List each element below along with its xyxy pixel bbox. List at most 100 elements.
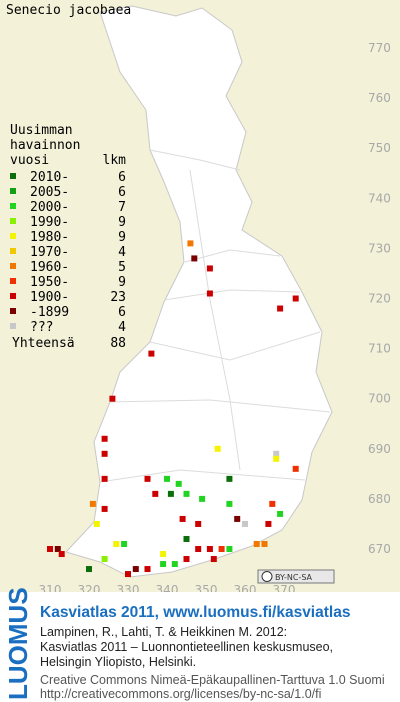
occurrence-square	[152, 490, 159, 497]
footer-heading: Kasviatlas 2011, www.luomus.fi/kasviatla…	[40, 604, 350, 621]
y-tick-label: 700	[368, 392, 391, 406]
legend-count: 9	[118, 275, 126, 290]
legend-total: 88	[110, 336, 126, 351]
legend-swatch	[10, 263, 16, 269]
occurrence-square	[261, 540, 268, 547]
occurrence-square	[187, 240, 194, 247]
legend-count: 9	[118, 230, 126, 245]
occurrence-square	[160, 551, 167, 558]
legend-swatch	[10, 233, 16, 239]
occurrence-square	[195, 546, 202, 552]
legend-header: vuosi	[10, 153, 49, 168]
occurrence-square	[269, 500, 276, 507]
legend-count: 6	[118, 170, 126, 185]
occurrence-square	[58, 551, 65, 558]
legend-label: 2005-	[30, 185, 69, 200]
legend-count: 4	[118, 245, 126, 260]
occurrence-square	[144, 475, 151, 482]
legend-count: 9	[118, 215, 126, 230]
occurrence-square	[242, 520, 248, 527]
occurrence-square	[195, 520, 202, 527]
y-tick-label: 690	[368, 442, 391, 456]
citation-line: Helsingin Yliopisto, Helsinki.	[40, 655, 196, 669]
license-line: Creative Commons Nimeä-Epäkaupallinen-Ta…	[40, 673, 385, 687]
legend-swatch	[10, 248, 16, 254]
y-tick-label: 730	[368, 241, 391, 255]
footer-background	[0, 592, 400, 702]
occurrence-square	[206, 290, 213, 297]
occurrence-square	[101, 556, 108, 563]
legend-count: 6	[118, 185, 126, 200]
occurrence-square	[89, 500, 96, 507]
y-tick-label: 710	[368, 342, 391, 356]
occurrence-square	[101, 475, 108, 482]
legend-swatch	[10, 293, 16, 299]
legend-label: 1980-	[30, 230, 69, 245]
occurrence-square	[144, 566, 151, 573]
occurrence-square	[226, 475, 233, 482]
y-tick-label: 680	[368, 492, 391, 506]
occurrence-square	[101, 450, 108, 457]
occurrence-square	[226, 546, 233, 552]
map-title: Senecio jacobaea	[6, 3, 131, 18]
occurrence-square	[132, 566, 139, 573]
legend-count: 23	[110, 290, 126, 305]
legend-swatch	[10, 203, 16, 209]
occurrence-square	[125, 571, 131, 578]
occurrence-square	[175, 480, 182, 487]
legend-label: 1950-	[30, 275, 69, 290]
legend-swatch	[10, 308, 16, 314]
occurrence-square	[54, 546, 61, 552]
legend-label: 2010-	[30, 170, 69, 185]
cc-badge-text: BY-NC-SA	[275, 573, 313, 582]
legend-count: 4	[118, 320, 126, 335]
legend-count-header: lkm	[103, 153, 127, 168]
country-outline	[65, 5, 333, 578]
occurrence-square	[101, 505, 108, 512]
occurrence-square	[191, 255, 198, 262]
legend-label: 1990-	[30, 215, 69, 230]
legend-swatch	[10, 323, 16, 329]
occurrence-square	[253, 540, 260, 547]
occurrence-square	[214, 445, 221, 452]
occurrence-square	[86, 566, 92, 573]
legend-count: 5	[118, 260, 126, 275]
citation-line: Lampinen, R., Lahti, T. & Heikkinen M. 2…	[40, 625, 287, 639]
occurrence-square	[113, 540, 120, 547]
y-tick-label: 670	[368, 542, 391, 556]
y-tick-label: 760	[368, 91, 391, 105]
occurrence-square	[277, 305, 284, 312]
legend-label: 2000-	[30, 200, 69, 215]
legend-swatch	[10, 218, 16, 224]
occurrence-square	[179, 515, 186, 522]
occurrence-square	[273, 455, 280, 462]
occurrence-square	[183, 490, 190, 497]
legend-swatch	[10, 278, 16, 284]
occurrence-square	[277, 510, 284, 517]
legend-label: 1970-	[30, 245, 69, 260]
citation-line: Kasviatlas 2011 – Luonnontieteellinen ke…	[40, 640, 333, 654]
legend-count: 6	[118, 305, 126, 320]
license-line: http://creativecommons.org/licenses/by-n…	[40, 687, 321, 701]
region-borders	[99, 149, 331, 483]
y-tick-label: 770	[368, 41, 391, 55]
brand-logo: LUOMUS	[3, 587, 33, 700]
occurrence-square	[206, 546, 213, 552]
occurrence-square	[265, 520, 272, 527]
legend-label: -1899	[30, 305, 69, 320]
occurrence-square	[164, 475, 170, 482]
legend-total-label: Yhteensä	[12, 336, 75, 351]
occurrence-square	[292, 465, 299, 472]
occurrence-square	[47, 546, 53, 552]
y-tick-label: 750	[368, 141, 391, 155]
occurrence-square	[171, 561, 178, 568]
legend-label: 1960-	[30, 260, 69, 275]
occurrence-square	[167, 490, 174, 497]
occurrence-square	[210, 556, 217, 563]
occurrence-square	[121, 540, 128, 547]
occurrence-square	[93, 520, 100, 527]
occurrence-square	[226, 500, 233, 507]
y-tick-label: 720	[368, 292, 391, 306]
occurrence-square	[234, 515, 241, 522]
